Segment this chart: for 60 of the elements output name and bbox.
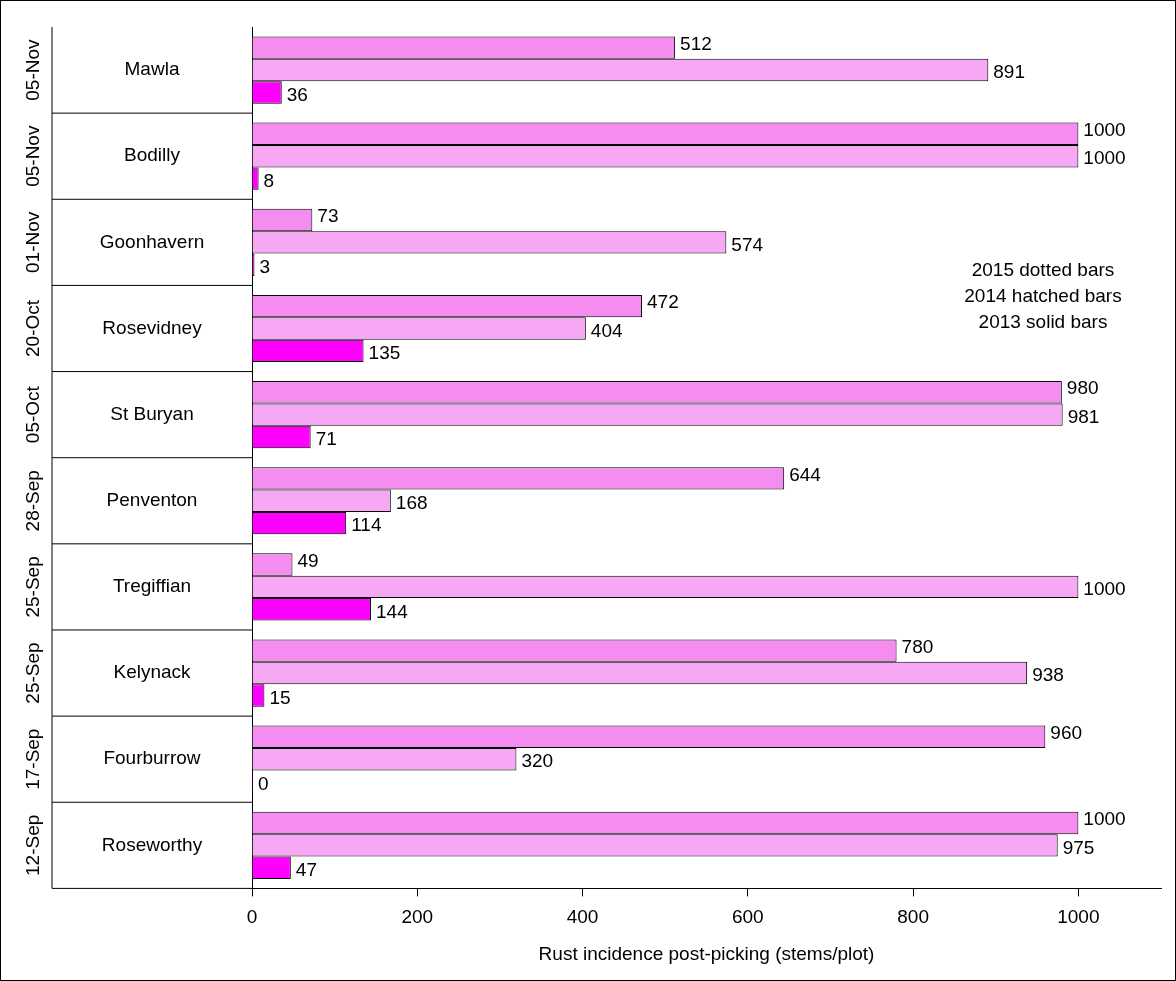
data-label: 47: [295, 858, 317, 880]
data-label: 36: [286, 83, 308, 105]
data-label: 49: [297, 549, 319, 571]
data-label: 891: [993, 61, 1025, 83]
y-tick-label: Mawla: [124, 58, 180, 80]
y-tick-label: St Buryan: [110, 402, 194, 424]
data-label: 144: [376, 600, 409, 622]
x-axis-title: Rust incidence post-picking (stems/plot): [538, 942, 875, 964]
data-label: 472: [647, 291, 679, 313]
y-tick-label: Fourburrow: [103, 747, 201, 769]
annotation: 2013 solid bars: [978, 311, 1108, 333]
x-tick-label: 800: [897, 906, 929, 928]
data-label: 114: [351, 514, 382, 536]
data-label: 73: [317, 205, 339, 227]
data-label: 0: [258, 772, 269, 794]
data-label: 980: [1066, 377, 1099, 399]
annotation: 2014 hatched bars: [964, 285, 1122, 307]
data-label: 1000: [1083, 119, 1126, 141]
data-label: 1000: [1083, 808, 1126, 830]
data-label: 1000: [1083, 147, 1126, 169]
x-tick-label: 1000: [1057, 906, 1100, 928]
text: 05-Oct: [22, 385, 44, 444]
data-label: 168: [395, 492, 428, 513]
y-tick-label: Goonhavern: [99, 230, 205, 252]
text: 25-Sep: [22, 642, 44, 704]
y-tick-label: Roseworthy: [101, 833, 203, 855]
y-tick-label: Tregiffian: [112, 575, 192, 597]
y-tick-label: Bodilly: [124, 144, 181, 166]
x-tick-label: 400: [566, 906, 599, 928]
data-label: 981: [1067, 405, 1100, 427]
y-tick-label: Rosevidney: [102, 316, 203, 338]
data-label: 1000: [1083, 578, 1126, 600]
data-label: 574: [731, 233, 764, 255]
data-label: 404: [590, 319, 623, 341]
annotation: 2015 dotted bars: [971, 259, 1115, 281]
text: 05-Nov: [22, 38, 44, 101]
data-label: 3: [259, 255, 271, 277]
x-tick-label: 0: [246, 906, 258, 928]
text: 05-Nov: [22, 125, 44, 187]
data-label: 71: [315, 428, 337, 450]
data-label: 938: [1032, 664, 1064, 686]
text: 25-Sep: [22, 556, 44, 618]
data-label: 512: [680, 32, 712, 54]
y-tick-label: Kelynack: [113, 661, 192, 683]
y-tick-label: Penventon: [106, 489, 198, 510]
data-label: 780: [901, 635, 934, 657]
data-label: 15: [269, 686, 291, 708]
text: 17-Sep: [22, 728, 44, 790]
data-label: 8: [263, 169, 275, 191]
text: 12-Sep: [22, 814, 44, 876]
data-label: 960: [1050, 722, 1083, 744]
x-tick-label: 600: [731, 906, 764, 928]
text: 20-Oct: [22, 299, 44, 358]
text: 28-Sep: [22, 470, 44, 532]
text: 01-Nov: [22, 211, 44, 273]
data-label: 135: [368, 342, 401, 364]
x-tick-label: 200: [401, 906, 434, 928]
data-label: 320: [521, 750, 554, 772]
data-label: 975: [1062, 836, 1095, 858]
data-label: 644: [789, 463, 822, 485]
